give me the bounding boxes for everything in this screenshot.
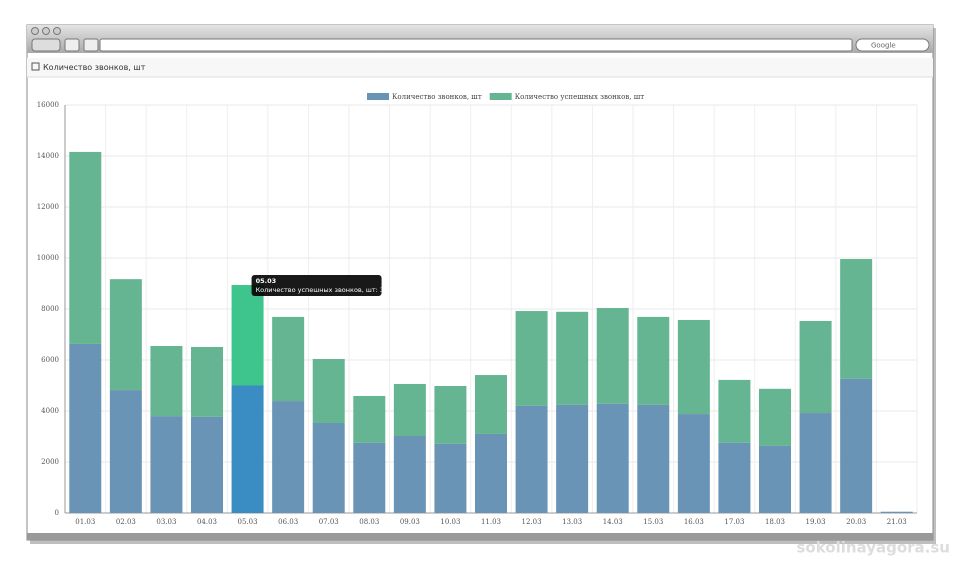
bar-segment[interactable]: [475, 433, 507, 513]
x-tick-label: 06.03: [278, 518, 298, 526]
bar-segment[interactable]: [515, 405, 548, 513]
legend-label[interactable]: Количество звонков, шт: [392, 93, 482, 101]
bar-segment[interactable]: [799, 413, 832, 513]
bar-segment[interactable]: [109, 279, 142, 391]
x-tick-label: 09.03: [400, 518, 420, 526]
bar-segment[interactable]: [880, 511, 913, 513]
y-tick-label: 0: [55, 509, 59, 517]
x-tick-label: 11.03: [481, 518, 501, 526]
bar-segment[interactable]: [637, 316, 670, 405]
bar-segment[interactable]: [272, 401, 305, 513]
bar-segment[interactable]: [312, 358, 345, 423]
bar-segment[interactable]: [475, 375, 507, 434]
bar-segment[interactable]: [434, 386, 467, 444]
x-tick-label: 12.03: [522, 518, 542, 526]
bar-segment[interactable]: [434, 443, 467, 513]
bar-segment[interactable]: [637, 404, 670, 513]
x-tick-label: 03.03: [156, 518, 176, 526]
x-tick-label: 10.03: [440, 518, 460, 526]
bar-segment[interactable]: [393, 435, 426, 513]
watermark: sokolinayagora.su: [796, 539, 950, 557]
window-button[interactable]: [53, 27, 61, 35]
bar-segment[interactable]: [231, 284, 264, 386]
bar-segment[interactable]: [69, 151, 102, 344]
x-tick-label: 20.03: [846, 518, 866, 526]
bar-segment[interactable]: [677, 414, 710, 513]
bar-segment[interactable]: [840, 378, 873, 513]
search-placeholder: Google: [871, 42, 896, 50]
bar-segment[interactable]: [596, 307, 629, 404]
x-tick-label: 07.03: [319, 518, 339, 526]
y-tick-label: 6000: [41, 356, 59, 364]
y-tick-label: 4000: [41, 407, 59, 415]
x-tick-label: 04.03: [197, 518, 217, 526]
x-tick-label: 05.03: [238, 518, 258, 526]
address-bar[interactable]: [99, 38, 853, 52]
bar-segment[interactable]: [596, 403, 629, 513]
bar-segment[interactable]: [191, 346, 223, 417]
y-tick-label: 10000: [37, 254, 59, 262]
home-button[interactable]: [64, 38, 80, 52]
bar-segment[interactable]: [556, 404, 589, 513]
tooltip-box: [251, 275, 382, 296]
x-tick-label: 16.03: [684, 518, 704, 526]
legend-swatch: [367, 93, 389, 100]
bar-segment[interactable]: [556, 311, 589, 405]
y-tick-label: 14000: [37, 152, 59, 160]
x-tick-label: 17.03: [724, 518, 744, 526]
window-button[interactable]: [31, 27, 39, 35]
x-tick-label: 15.03: [643, 518, 663, 526]
bar-segment[interactable]: [272, 316, 305, 402]
panel-title: Количество звонков, шт: [43, 63, 146, 72]
legend-swatch: [489, 93, 512, 100]
status-bar: [27, 533, 933, 540]
bar-segment[interactable]: [393, 383, 426, 436]
bar-segment[interactable]: [231, 385, 264, 514]
x-tick-label: 01.03: [75, 518, 95, 526]
tooltip-title: 05.03: [256, 277, 277, 285]
y-tick-label: 16000: [37, 101, 59, 109]
bar-segment[interactable]: [69, 343, 102, 513]
y-tick-label: 12000: [37, 203, 59, 211]
bar-segment[interactable]: [109, 390, 142, 513]
y-tick-label: 2000: [41, 458, 59, 466]
bar-segment[interactable]: [191, 416, 223, 513]
x-tick-label: 08.03: [359, 518, 379, 526]
edit-icon: [31, 62, 40, 71]
tooltip-text: Количество успешных звонков, шт: 3942: [256, 286, 397, 294]
y-tick-label: 8000: [41, 305, 59, 313]
bar-segment[interactable]: [718, 442, 751, 513]
bar-segment[interactable]: [677, 319, 710, 415]
x-tick-label: 18.03: [765, 518, 785, 526]
nav-buttons[interactable]: [31, 38, 61, 52]
x-tick-label: 02.03: [116, 518, 136, 526]
x-tick-label: 21.03: [887, 518, 907, 526]
window-button[interactable]: [42, 27, 50, 35]
x-tick-label: 14.03: [603, 518, 623, 526]
bar-segment[interactable]: [353, 395, 386, 443]
bar-segment[interactable]: [799, 320, 832, 414]
bar-segment[interactable]: [759, 388, 791, 446]
bar-segment[interactable]: [312, 422, 345, 513]
bar-segment[interactable]: [150, 345, 183, 417]
x-tick-label: 13.03: [562, 518, 582, 526]
bar-segment[interactable]: [515, 311, 548, 406]
x-tick-label: 19.03: [806, 518, 826, 526]
bar-segment[interactable]: [353, 442, 386, 513]
add-button[interactable]: [83, 38, 99, 52]
panel-header: [27, 58, 933, 77]
bar-segment[interactable]: [840, 259, 873, 379]
bar-segment[interactable]: [759, 445, 791, 513]
bar-segment[interactable]: [150, 416, 183, 513]
search-box[interactable]: [855, 38, 930, 52]
bar-segment[interactable]: [718, 379, 751, 443]
legend-label[interactable]: Количество успешных звонков, шт: [515, 93, 645, 101]
